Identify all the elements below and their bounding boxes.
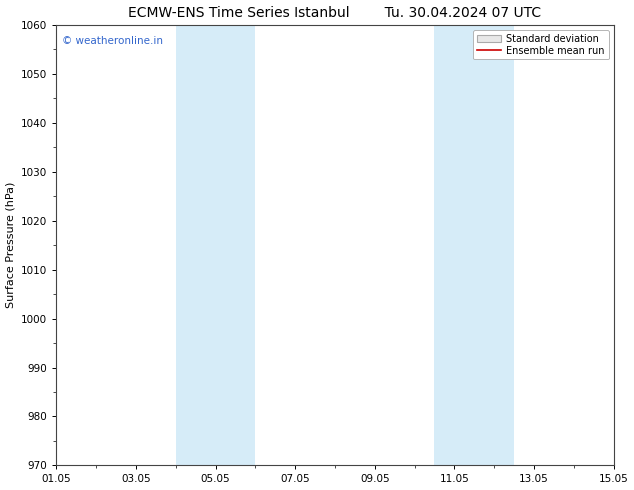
Bar <box>434 25 514 465</box>
Text: © weatheronline.in: © weatheronline.in <box>62 36 163 46</box>
Bar <box>176 25 256 465</box>
Legend: Standard deviation, Ensemble mean run: Standard deviation, Ensemble mean run <box>473 30 609 59</box>
Title: ECMW-ENS Time Series Istanbul        Tu. 30.04.2024 07 UTC: ECMW-ENS Time Series Istanbul Tu. 30.04.… <box>129 5 541 20</box>
Y-axis label: Surface Pressure (hPa): Surface Pressure (hPa) <box>6 182 16 308</box>
